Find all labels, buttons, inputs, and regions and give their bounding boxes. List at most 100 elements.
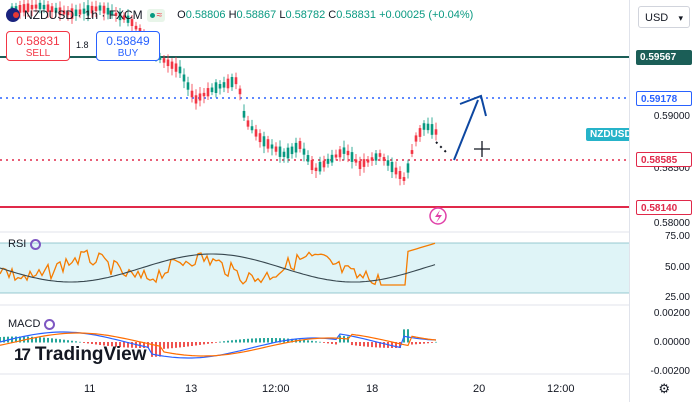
x-label: 20: [473, 383, 486, 395]
macd-histogram-bar: [155, 342, 157, 357]
macd-histogram-bar: [395, 342, 397, 349]
macd-histogram-bar: [311, 340, 313, 343]
macd-histogram-bar: [67, 340, 69, 343]
buy-button[interactable]: 0.58849 BUY: [96, 31, 160, 61]
currency-select[interactable]: USD ▾: [638, 6, 690, 28]
candle-body: [334, 154, 338, 158]
macd-histogram-bar: [79, 341, 81, 343]
macd-histogram-bar: [95, 342, 97, 345]
buy-price: 0.58849: [106, 34, 150, 48]
ohlc-values: O0.58806 H0.58867 L0.58782 C0.58831 +0.0…: [177, 9, 474, 21]
indicator-settings-icon[interactable]: [30, 238, 42, 250]
macd-histogram-bar: [127, 342, 129, 348]
price-chart[interactable]: [0, 0, 630, 402]
indicator-settings-icon[interactable]: [44, 318, 56, 330]
rsi-line: [0, 242, 436, 286]
candle-body: [134, 25, 138, 30]
macd-histogram-bar: [275, 338, 277, 343]
candle-body: [274, 146, 278, 152]
candle-body: [390, 161, 394, 173]
macd-histogram-bar: [15, 336, 17, 343]
candle-body: [370, 157, 374, 161]
spread-value: 1.8: [76, 40, 89, 50]
macd-indicator-label[interactable]: MACD: [8, 318, 56, 330]
candle-body: [266, 139, 270, 149]
x-label: 11: [84, 383, 96, 395]
target-price-tag: 0.59178: [636, 91, 692, 106]
macd-histogram-bar: [103, 342, 105, 346]
candle-body: [38, 2, 42, 10]
tradingview-logo: 17 TradingView: [14, 344, 147, 365]
rsi-band: [0, 243, 630, 293]
candle-body: [246, 120, 250, 127]
macd-histogram-bar: [319, 341, 321, 343]
candle-body: [306, 155, 310, 162]
macd-histogram-bar: [203, 342, 205, 345]
candle-body: [46, 4, 50, 12]
sell-label: SELL: [25, 48, 51, 59]
candle-body: [406, 163, 410, 173]
macd-histogram-bar: [343, 336, 345, 343]
candle-body: [330, 154, 334, 163]
candle-body: [170, 61, 174, 69]
x-label: 12:00: [262, 383, 290, 395]
price-scale[interactable]: USD ▾ 0.59000 0.58500 0.58000 75.00 50.00…: [629, 0, 696, 402]
candle-body: [78, 9, 82, 15]
macd-histogram-bar: [263, 338, 265, 343]
macd-histogram-bar: [339, 335, 341, 343]
candle-body: [26, 3, 30, 12]
macd-histogram-bar: [371, 342, 373, 348]
macd-histogram-bar: [35, 337, 37, 343]
candle-body: [278, 146, 282, 157]
candle-body: [58, 7, 62, 16]
settings-gear-icon[interactable]: ⚙: [658, 381, 670, 396]
candle-body: [250, 126, 254, 131]
macd-histogram-bar: [43, 337, 45, 343]
candle-body: [226, 78, 230, 89]
macd-histogram-bar: [39, 337, 41, 343]
projection-arrow-head: [459, 94, 487, 117]
candle-body: [378, 153, 382, 157]
macd-level: 0.00000: [653, 337, 690, 348]
macd-histogram-bar: [167, 342, 169, 349]
market-status-icon[interactable]: ≈: [146, 8, 166, 22]
candle-body: [366, 159, 370, 163]
symbol-legend[interactable]: NZDUSD · 1h · FXCM ≈ O0.58806 H0.58867 L…: [6, 8, 473, 22]
macd-histogram-bar: [131, 342, 133, 348]
macd-histogram-bar: [215, 342, 217, 343]
x-label: 13: [185, 383, 198, 395]
sell-button[interactable]: 0.58831 SELL: [6, 31, 70, 61]
low-price-tag: 0.58140: [636, 200, 692, 215]
macd-histogram-bar: [219, 341, 221, 343]
macd-histogram-bar: [243, 339, 245, 343]
macd-histogram-bar: [427, 342, 429, 344]
macd-histogram-bar: [47, 337, 49, 343]
macd-histogram-bar: [315, 341, 317, 343]
candle-body: [434, 129, 438, 135]
candle-body: [206, 88, 210, 97]
macd-histogram-bar: [211, 342, 213, 344]
candle-body: [194, 95, 198, 104]
macd-histogram-bar: [75, 341, 77, 343]
candle-body: [338, 149, 342, 158]
candle-body: [218, 84, 222, 89]
candle-body: [414, 135, 418, 142]
candle-body: [258, 133, 262, 143]
macd-histogram-bar: [31, 336, 33, 343]
candle-body: [430, 124, 434, 135]
rsi-indicator-label[interactable]: RSI: [8, 238, 42, 250]
macd-histogram-bar: [55, 338, 57, 343]
macd-histogram-bar: [323, 342, 325, 343]
candle-body: [386, 160, 390, 166]
macd-histogram-bar: [259, 338, 261, 343]
candle-body: [290, 146, 294, 155]
candle-body: [70, 8, 74, 19]
macd-histogram-bar: [251, 338, 253, 343]
macd-histogram-bar: [331, 342, 333, 344]
lightning-icon: [435, 210, 442, 223]
candle-body: [162, 58, 166, 63]
candle-body: [22, 4, 26, 13]
projection-arrow[interactable]: [453, 99, 479, 161]
macd-histogram-bar: [391, 342, 393, 348]
candle-body: [298, 141, 302, 149]
